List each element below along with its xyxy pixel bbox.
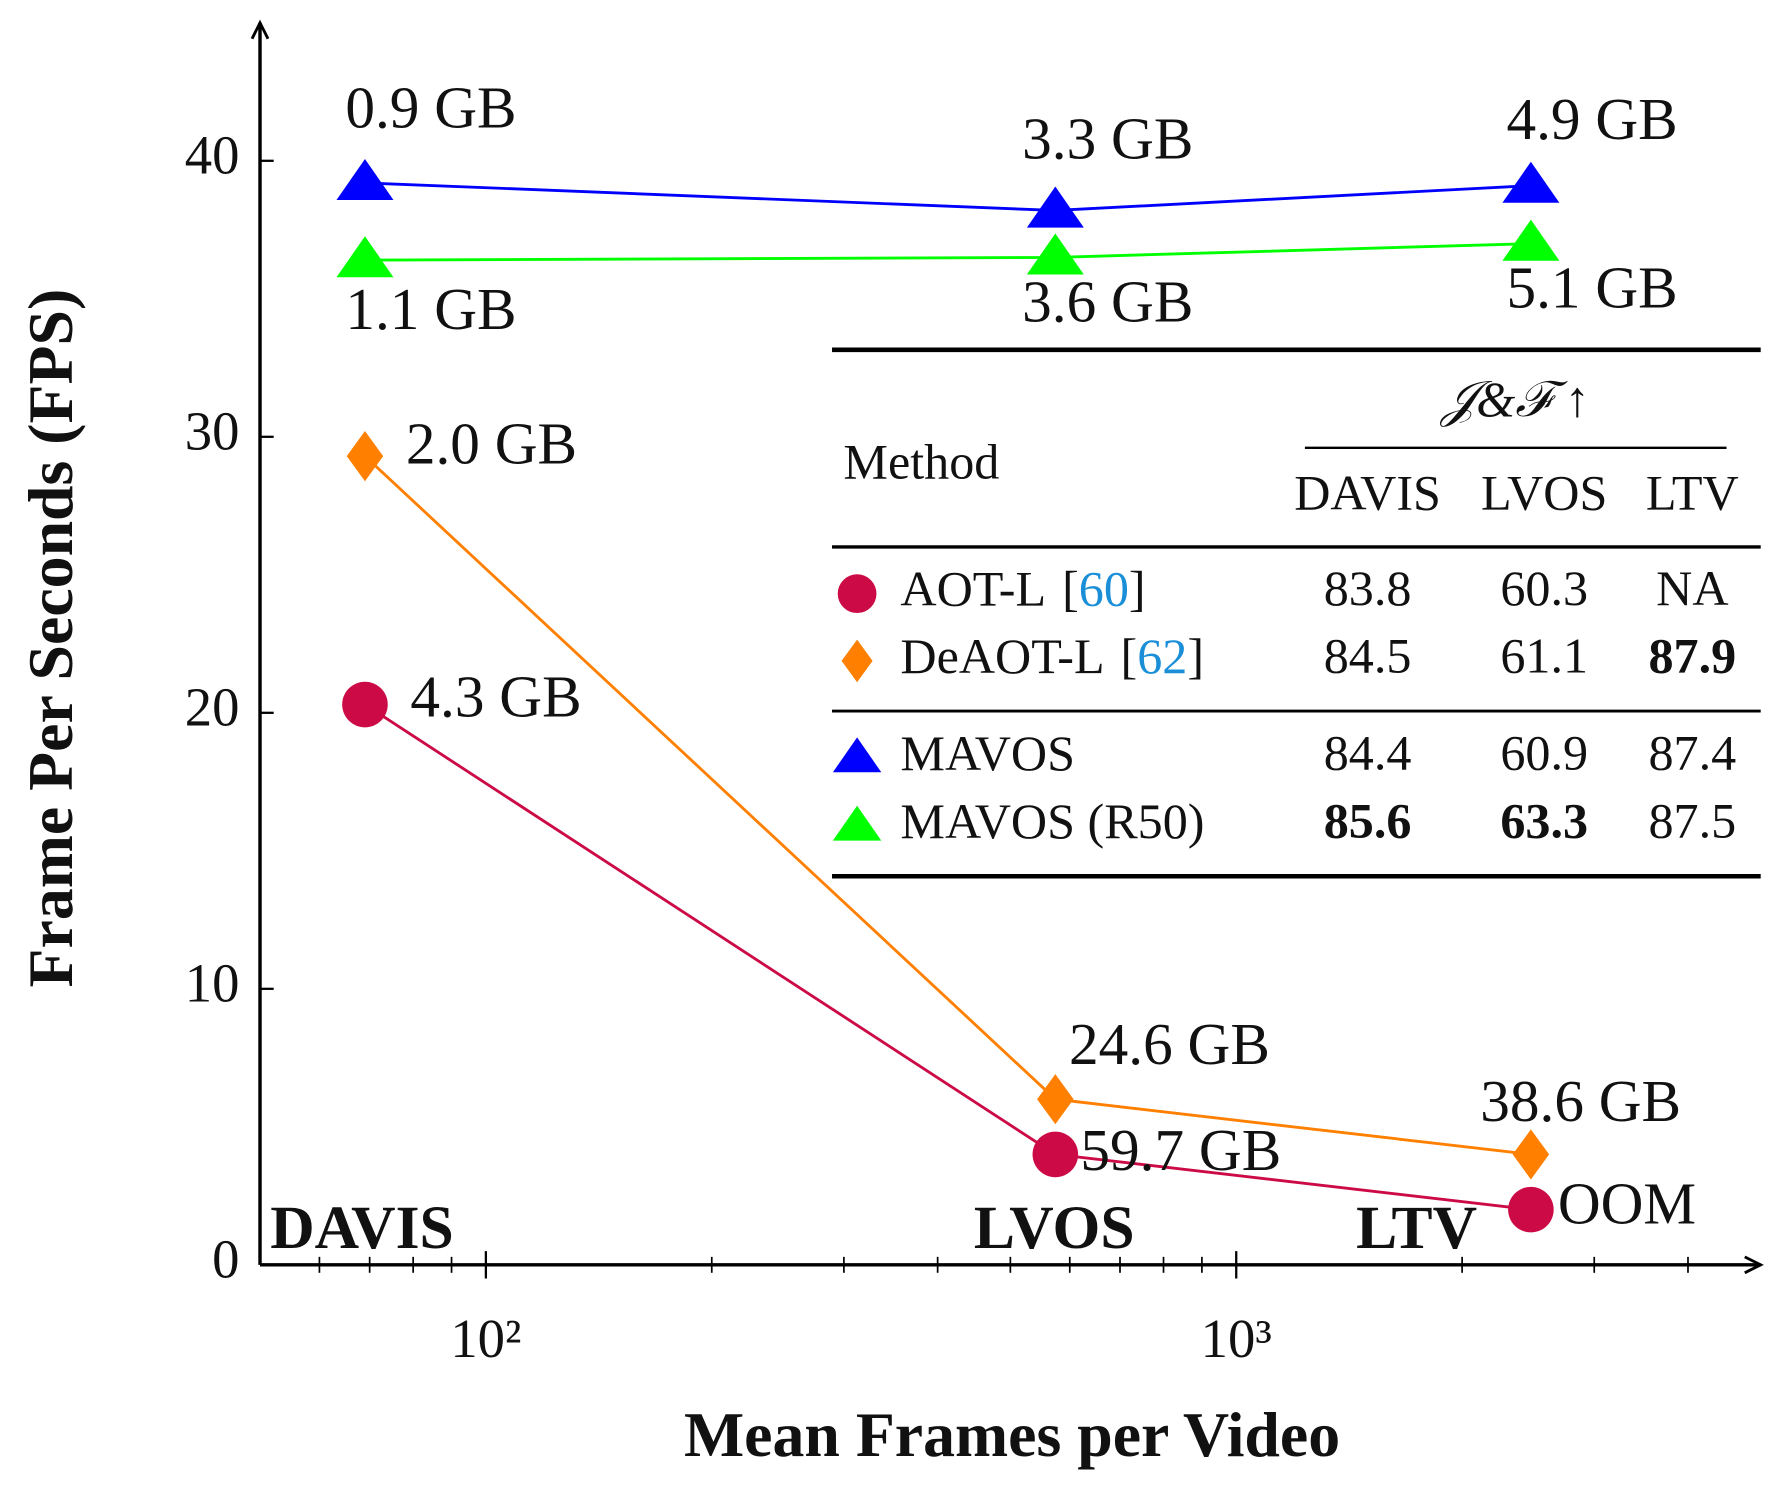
y-tick-label: 30 [185, 400, 240, 461]
point-label: 59.7 GB [1080, 1117, 1281, 1183]
table-cell: 60.3 [1500, 560, 1588, 616]
point [336, 158, 394, 200]
y-tick-label: 0 [212, 1228, 239, 1289]
point-label: 24.6 GB [1069, 1011, 1270, 1077]
x-axis-arrow [1744, 1255, 1764, 1275]
point [1026, 186, 1084, 228]
x-tick-label: 10³ [1201, 1308, 1272, 1369]
method-name: MAVOS [900, 724, 1075, 780]
point-label: 2.0 GB [406, 411, 577, 477]
table-header: LVOS [1481, 464, 1607, 520]
point [1508, 1186, 1554, 1233]
bracket: [ [1062, 560, 1079, 616]
bracket: [ [1121, 627, 1138, 683]
point-label: 3.3 GB [1022, 105, 1193, 171]
point [336, 236, 394, 278]
citation: 60 [1079, 560, 1129, 616]
y-axis-arrow [250, 19, 270, 40]
series-line [364, 242, 1531, 262]
table-header: DAVIS [1294, 464, 1441, 520]
point [1032, 1131, 1079, 1178]
point [1037, 1074, 1074, 1125]
y-axis-title: Frame Per Seconds (FPS) [15, 289, 86, 988]
dataset-label: DAVIS [270, 1194, 454, 1262]
dataset-label: LTV [1356, 1194, 1477, 1262]
legend-entry: AOT-L [60] [900, 560, 1145, 616]
table-cell: 60.9 [1500, 724, 1588, 780]
method-name: AOT-L [900, 560, 1046, 616]
point [1502, 219, 1560, 261]
table-header: Method [843, 434, 999, 490]
y-tick-label: 20 [185, 676, 240, 737]
y-tick-label: 10 [185, 952, 240, 1013]
bracket: ] [1129, 560, 1146, 616]
legend-marker [832, 805, 882, 841]
method-name: MAVOS (R50) [900, 793, 1204, 849]
table-cell: NA [1656, 560, 1728, 616]
point [1502, 161, 1560, 203]
dataset-label: LVOS [974, 1194, 1135, 1262]
point [1512, 1129, 1550, 1180]
legend-entry: DeAOT-L [62] [900, 627, 1204, 683]
legend-entry: MAVOS (R50) [900, 793, 1204, 849]
point-label: 0.9 GB [345, 75, 516, 141]
point [346, 431, 384, 482]
table-cell: 87.9 [1648, 627, 1736, 683]
table-cell: 87.5 [1648, 793, 1736, 849]
point-label: 38.6 GB [1480, 1068, 1681, 1134]
legend-marker [837, 574, 877, 614]
point-label: 5.1 GB [1506, 255, 1677, 321]
table-cell: 63.3 [1500, 793, 1588, 849]
legend-entry: MAVOS [900, 724, 1075, 780]
point-label: 3.6 GB [1022, 268, 1193, 334]
citation: 62 [1137, 627, 1187, 683]
point [342, 681, 388, 728]
point-label: OOM [1558, 1171, 1696, 1237]
table-header: 𝒥&ℱ ↑ [1440, 371, 1590, 427]
legend-marker [841, 639, 873, 683]
table-cell: 85.6 [1324, 793, 1412, 849]
legend-marker [832, 737, 882, 773]
table-cell: 84.5 [1324, 627, 1412, 683]
bracket: ] [1187, 627, 1204, 683]
y-tick-label: 40 [185, 124, 240, 185]
table-cell: 84.4 [1324, 724, 1412, 780]
table-cell: 87.4 [1648, 724, 1736, 780]
point-label: 4.9 GB [1506, 86, 1677, 152]
point-label: 4.3 GB [410, 664, 581, 730]
series-line [364, 181, 1531, 212]
table-cell: 83.8 [1324, 560, 1412, 616]
method-name: DeAOT-L [900, 627, 1104, 683]
point [1026, 233, 1084, 275]
x-tick-label: 10² [450, 1308, 521, 1369]
table-header: LTV [1646, 464, 1739, 520]
x-axis-title: Mean Frames per Video [684, 1399, 1340, 1470]
table-cell: 61.1 [1500, 627, 1588, 683]
point-label: 1.1 GB [345, 276, 516, 342]
